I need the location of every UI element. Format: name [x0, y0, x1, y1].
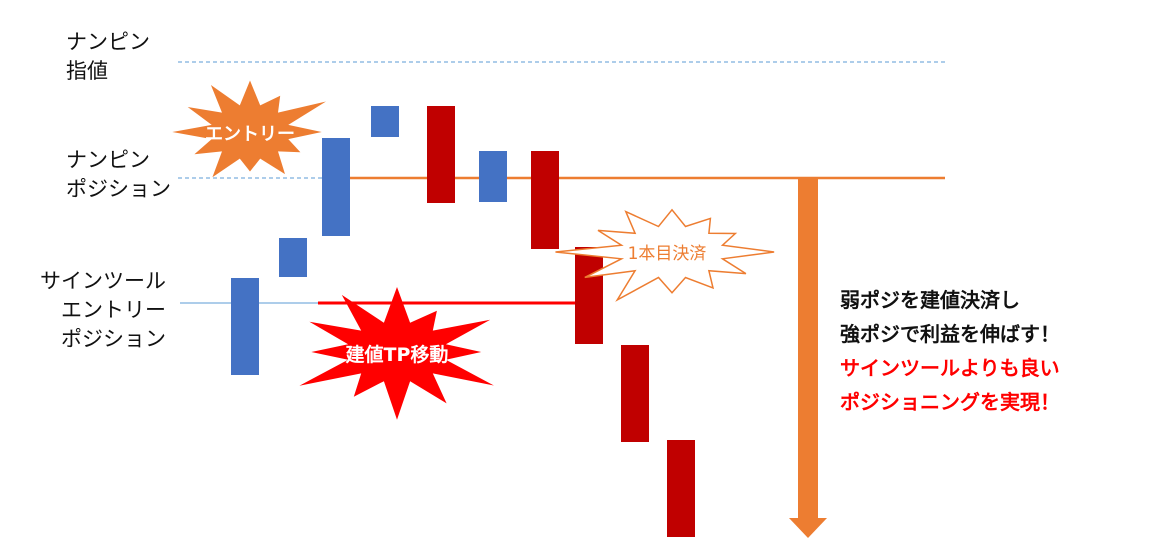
signtool-entry-label: サインツール エントリー ポジション: [40, 267, 166, 354]
note-line: 弱ポジを建値決済し: [840, 288, 1020, 312]
bull-candle: [322, 138, 350, 236]
bull-candle: [231, 278, 259, 375]
nanpin-position-label: ナンピン ポジション: [66, 146, 171, 204]
note-line: 強ポジで利益を伸ばす！: [840, 322, 1060, 346]
note-black: 弱ポジを建値決済し 強ポジで利益を伸ばす！: [840, 283, 1060, 351]
label-line: ポジション: [66, 177, 171, 201]
first-close-burst: [555, 208, 775, 302]
label-line: ナンピン: [66, 148, 150, 172]
label-line: ナンピン: [66, 30, 150, 54]
bear-candle: [531, 151, 559, 249]
bear-candle: [575, 247, 603, 344]
note-red: サインツールよりも良い ポジショニングを実現！: [840, 351, 1060, 419]
label-line: エントリー: [61, 298, 166, 322]
bull-candle: [479, 151, 507, 202]
label-line: ポジション: [61, 327, 166, 351]
label-line: 指値: [66, 59, 108, 83]
note-line: サインツールよりも良い: [840, 356, 1060, 380]
bear-candle: [621, 345, 649, 442]
bull-candle: [371, 106, 399, 137]
bull-candle: [279, 238, 307, 277]
down-arrow: [789, 178, 827, 538]
nanpin-limit-label: ナンピン 指値: [66, 28, 150, 86]
label-line: サインツール: [40, 269, 166, 293]
bear-candle: [427, 106, 455, 203]
breakeven-tp-burst-label: 建値TP移動: [346, 343, 449, 366]
entry-burst: [172, 80, 326, 178]
first-close-burst-label: 1本目決済: [628, 244, 707, 264]
note-line: ポジショニングを実現！: [840, 390, 1060, 414]
breakeven-tp-burst: [299, 287, 494, 420]
entry-burst-label: エントリー: [205, 124, 295, 145]
bear-candle: [667, 440, 695, 537]
